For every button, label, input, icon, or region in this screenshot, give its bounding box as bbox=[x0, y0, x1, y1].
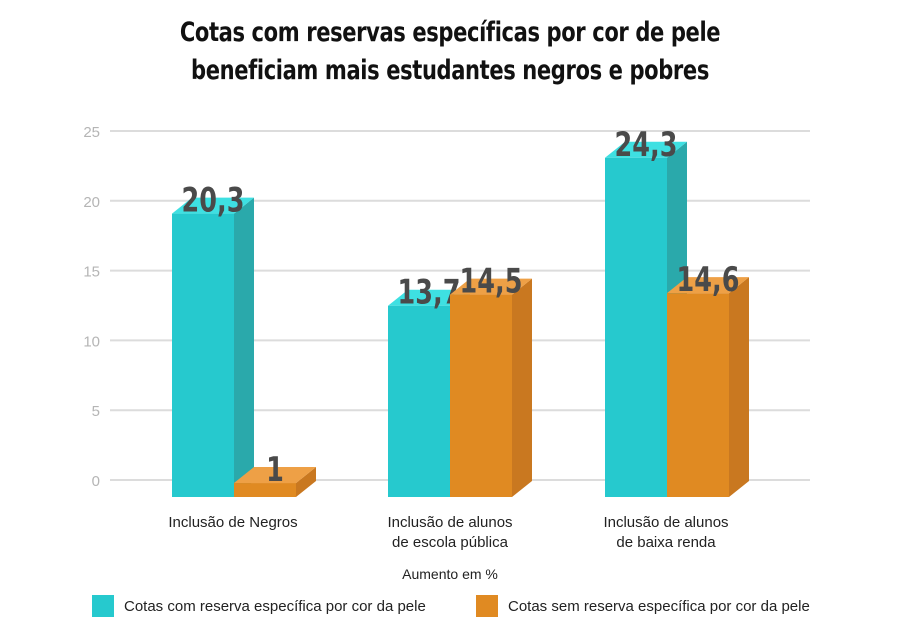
chart-title: Cotas com reservas específicas por cor d… bbox=[99, 14, 801, 90]
data-label: 20,3 bbox=[182, 181, 245, 221]
y-tick-label: 0 bbox=[92, 473, 100, 490]
legend-label: Cotas sem reserva específica por cor da … bbox=[508, 597, 810, 615]
bar-top bbox=[450, 278, 532, 295]
y-tick-label: 20 bbox=[83, 194, 100, 211]
legend-swatch bbox=[476, 595, 498, 617]
x-category-label: Inclusão de alunos bbox=[603, 514, 728, 531]
bar-top bbox=[605, 141, 687, 158]
bar-top bbox=[388, 289, 470, 306]
bar bbox=[172, 213, 234, 497]
data-label: 1 bbox=[266, 450, 284, 490]
y-tick-label: 10 bbox=[83, 333, 100, 350]
bar-side bbox=[234, 197, 254, 497]
x-category-label: de escola pública bbox=[392, 534, 509, 551]
bar-top bbox=[172, 197, 254, 214]
bar bbox=[450, 294, 512, 497]
data-label: 14,5 bbox=[460, 262, 523, 302]
data-label: 14,6 bbox=[677, 261, 740, 301]
bar-side bbox=[512, 278, 532, 497]
x-axis-label: Aumento em % bbox=[402, 566, 498, 582]
title-line-2: beneficiam mais estudantes negros e pobr… bbox=[191, 55, 709, 86]
x-category-label: Inclusão de Negros bbox=[168, 514, 297, 531]
y-tick-label: 5 bbox=[92, 403, 100, 420]
x-category-label: de baixa renda bbox=[616, 534, 716, 551]
bar bbox=[234, 483, 296, 497]
legend-label: Cotas com reserva específica por cor da … bbox=[124, 597, 426, 615]
bar-side bbox=[729, 277, 749, 497]
bar-top bbox=[667, 277, 749, 294]
title-line-1: Cotas com reservas específicas por cor d… bbox=[179, 17, 721, 48]
legend-item-com-reserva: Cotas com reserva específica por cor da … bbox=[92, 595, 426, 617]
bar bbox=[605, 157, 667, 497]
y-tick-label: 15 bbox=[83, 264, 100, 281]
legend-item-sem-reserva: Cotas sem reserva específica por cor da … bbox=[476, 595, 810, 617]
x-category-label: Inclusão de alunos bbox=[387, 514, 512, 531]
y-tick-label: 25 bbox=[83, 124, 100, 141]
bar bbox=[388, 305, 450, 497]
legend-swatch bbox=[92, 595, 114, 617]
bar bbox=[667, 293, 729, 497]
data-label: 24,3 bbox=[615, 125, 678, 165]
bar-side bbox=[296, 467, 316, 497]
bar-top bbox=[234, 467, 316, 484]
data-label: 13,7 bbox=[398, 273, 461, 313]
